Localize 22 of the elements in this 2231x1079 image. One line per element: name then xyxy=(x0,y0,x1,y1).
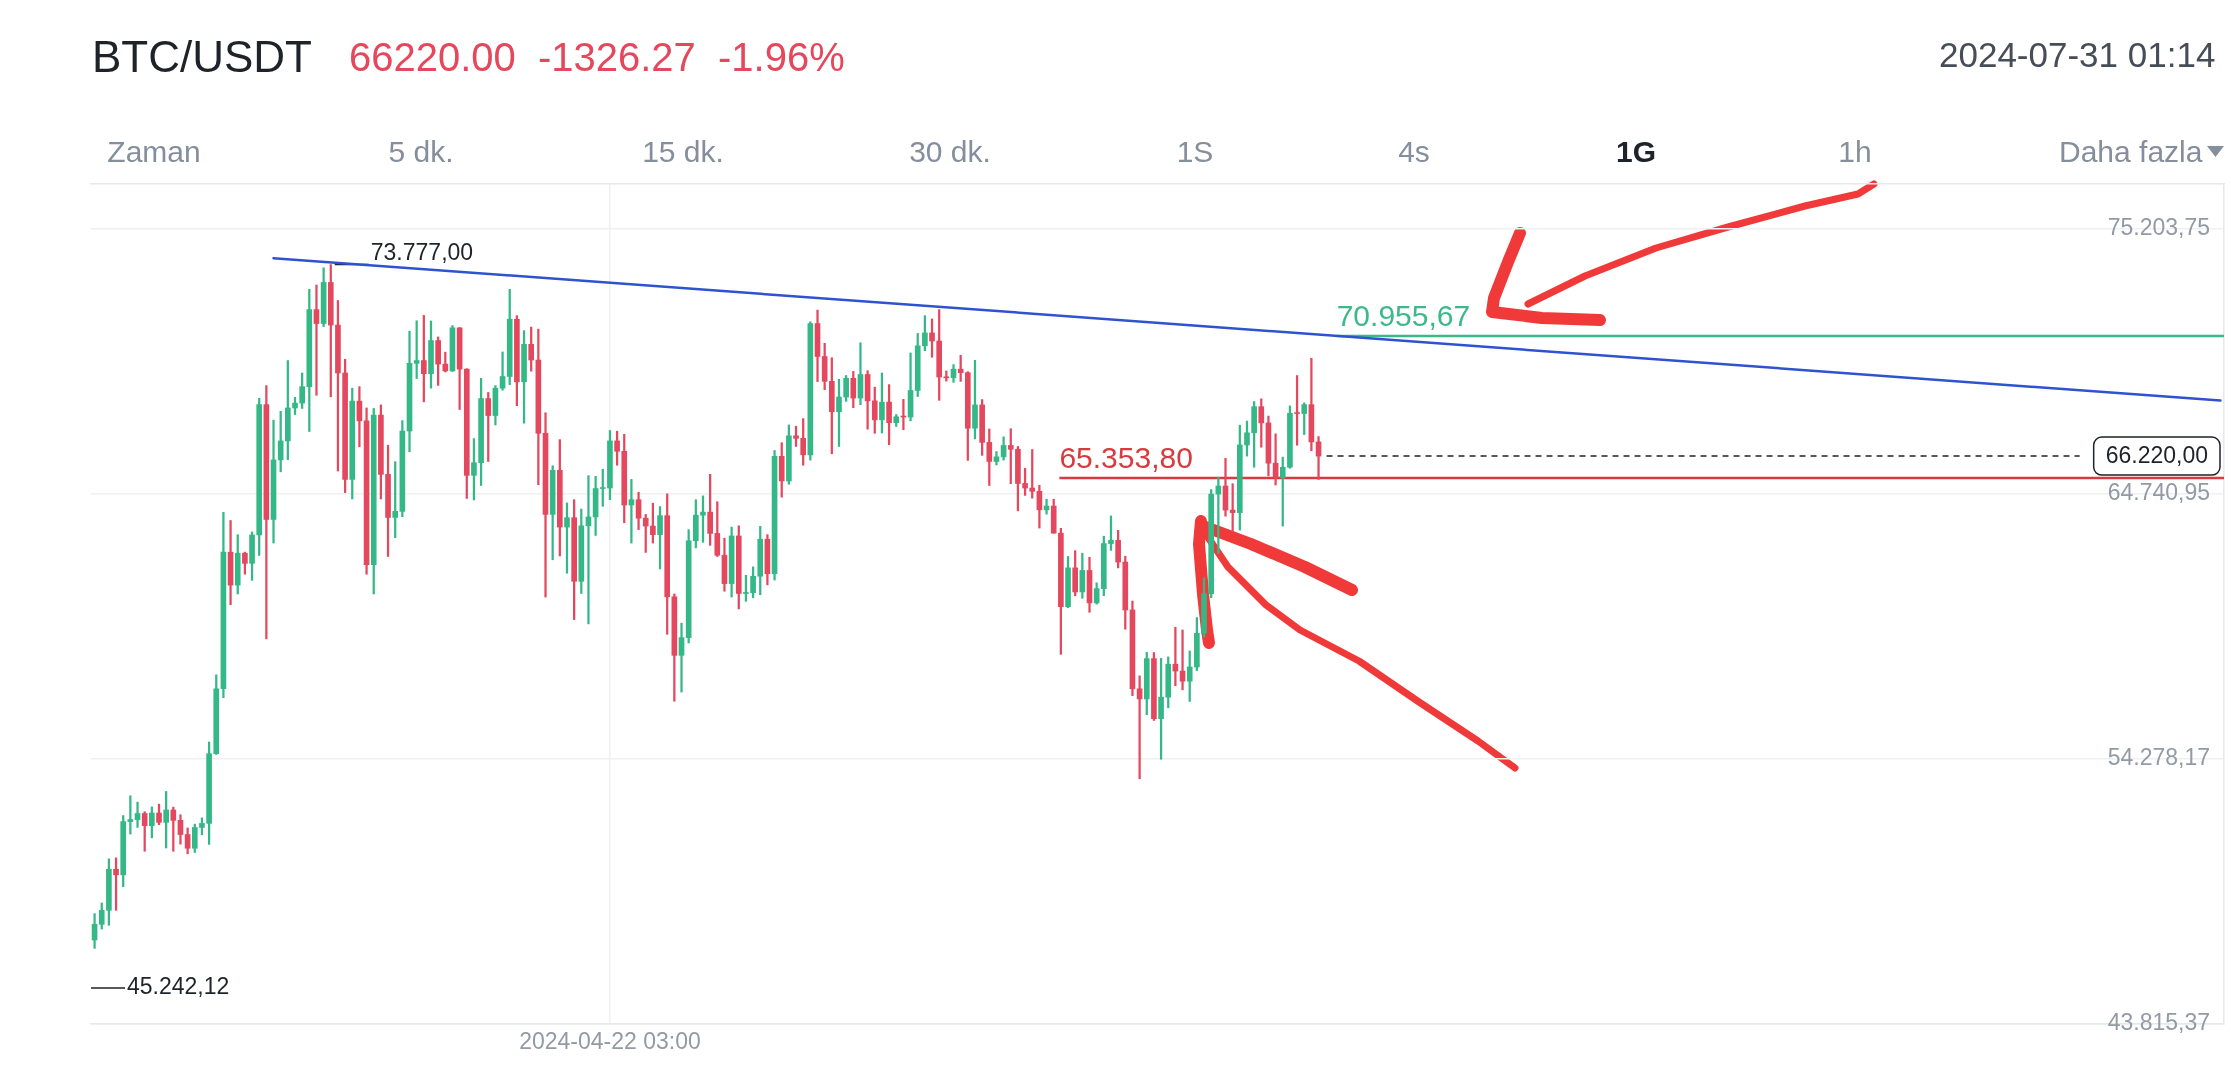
chart-subtitle: 66220.00 -1326.27 -1.96% xyxy=(349,35,845,79)
text: 1S xyxy=(1176,135,1214,168)
text: 2024-07-31 01:14 xyxy=(1939,35,2216,75)
text: 4s xyxy=(1398,135,1430,168)
text: Daha fazla xyxy=(2059,135,2203,168)
x-tick-label: 2024-04-22 03:00 xyxy=(519,1028,701,1055)
y-tick-label: 64.740,95 xyxy=(2107,478,2210,505)
ref-line-label: 70.955,67 xyxy=(1336,299,1471,333)
y-tick-label: 54.278,17 xyxy=(2107,744,2210,771)
chart-title: BTC/USDT xyxy=(92,32,312,81)
y-tick-label: 75.203,75 xyxy=(2107,213,2210,240)
text: 15 dk. xyxy=(642,135,724,168)
text: 1h xyxy=(1838,135,1872,168)
text: Zaman xyxy=(107,135,201,168)
text: 5 dk. xyxy=(388,135,454,168)
y-tick-label: 43.815,37 xyxy=(2107,1009,2210,1036)
text: 30 dk. xyxy=(909,135,991,168)
annotation: 45.242,12 xyxy=(127,973,230,1000)
ref-line-label: 65.353,80 xyxy=(1059,441,1193,475)
ref-line-label: 66.220,00 xyxy=(2105,442,2208,469)
annotation: 73.777,00 xyxy=(370,238,474,265)
text: 1G xyxy=(1615,135,1657,168)
